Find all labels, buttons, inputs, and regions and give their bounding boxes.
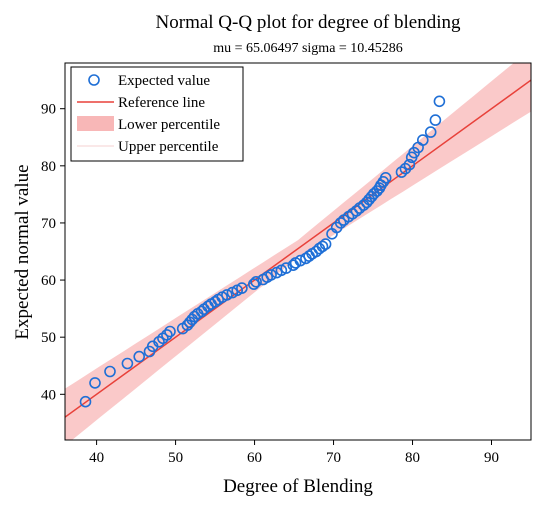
data-point — [161, 329, 173, 341]
x-tick-label: 80 — [405, 450, 420, 466]
data-point — [265, 269, 277, 281]
data-point — [153, 335, 165, 348]
data-point — [316, 240, 329, 253]
data-point — [429, 114, 442, 126]
y-tick-label: 60 — [41, 273, 56, 289]
plot-frame — [64, 62, 532, 441]
data-point — [133, 350, 145, 363]
legend-label-reference-line: Reference line — [118, 95, 205, 111]
plot-content — [65, 63, 531, 440]
data-point — [371, 185, 383, 197]
data-point — [164, 325, 176, 338]
y-tick-label: 70 — [41, 216, 56, 232]
legend-label-lower-percentile: Lower percentile — [118, 117, 220, 133]
legend: Expected value Reference line Lower perc… — [70, 66, 244, 162]
x-tick-label: 70 — [326, 450, 341, 466]
y-tick-label: 40 — [41, 387, 56, 403]
legend-marker-lower-percentile — [77, 116, 114, 131]
y-axis: 40 50 60 70 80 90 — [41, 102, 65, 403]
data-point — [221, 289, 233, 301]
x-axis-title: Degree of Blending — [223, 476, 373, 497]
legend-marker-expected-value — [88, 74, 100, 86]
y-tick-label: 80 — [41, 159, 56, 175]
data-point — [248, 278, 260, 290]
chart-subtitle: mu = 65.06497 sigma = 10.45286 — [213, 41, 403, 56]
data-point — [280, 262, 293, 274]
data-point — [79, 395, 92, 408]
data-point — [399, 162, 412, 175]
chart-title: Normal Q-Q plot for degree of blending — [156, 12, 461, 33]
data-point — [433, 95, 446, 108]
data-point — [403, 158, 416, 171]
y-tick-label: 50 — [41, 330, 56, 346]
x-axis: 40 50 60 70 80 90 — [89, 440, 499, 466]
data-point — [334, 217, 347, 229]
y-tick-label: 90 — [41, 102, 56, 118]
legend-box — [70, 66, 244, 162]
legend-label-expected-value: Expected value — [118, 73, 210, 89]
data-point — [250, 275, 262, 288]
data-point — [236, 282, 248, 294]
data-point — [424, 126, 437, 138]
x-tick-label: 50 — [168, 450, 183, 466]
data-point — [379, 172, 392, 184]
data-point — [89, 377, 101, 389]
data-point — [121, 357, 134, 370]
data-point — [416, 134, 429, 146]
x-tick-label: 40 — [89, 450, 104, 466]
legend-label-upper-percentile: Upper percentile — [118, 139, 219, 155]
data-point — [294, 254, 307, 267]
data-point — [319, 238, 332, 250]
data-points — [79, 95, 446, 408]
data-point — [104, 365, 116, 378]
data-point — [350, 205, 363, 217]
y-axis-title: Expected normal value — [12, 164, 33, 339]
x-tick-label: 90 — [484, 450, 499, 466]
x-tick-label: 60 — [247, 450, 262, 466]
data-point — [303, 250, 315, 262]
